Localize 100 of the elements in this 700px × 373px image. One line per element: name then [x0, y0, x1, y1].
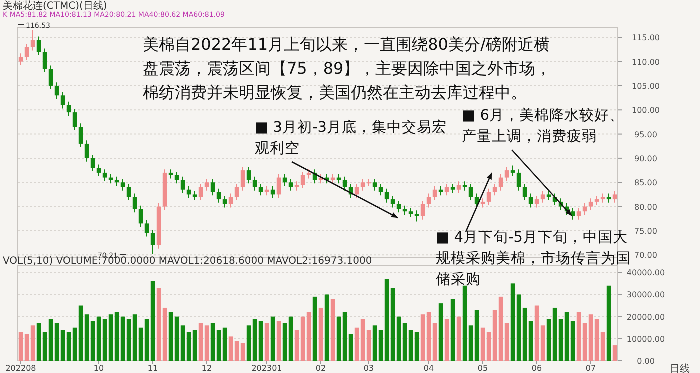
bar — [132, 314, 138, 361]
chart-title: 美棉花连(CTMC)(日线) — [3, 0, 108, 12]
bar — [42, 332, 48, 361]
bar — [336, 316, 342, 361]
bar — [288, 316, 294, 361]
annotation: ■ 3月初-3月底，集中交易宏观利空 — [255, 118, 448, 159]
bar — [84, 314, 90, 361]
bar — [348, 334, 354, 361]
bar — [18, 332, 24, 361]
y-tick-label: 95.00 — [634, 130, 658, 140]
bar — [72, 328, 78, 361]
bar — [312, 296, 318, 361]
annotation: ■ 6月，美棉降水较好、产量上调，消费疲弱 — [462, 108, 625, 145]
bar — [516, 294, 522, 361]
x-tick-label: 02 — [316, 364, 326, 373]
bar — [420, 314, 426, 361]
bar — [162, 308, 168, 361]
y-tick-label: 40000.00 — [626, 268, 666, 278]
bar — [594, 319, 600, 361]
bar — [558, 319, 564, 361]
x-tick-label: 11 — [148, 364, 158, 373]
bar — [252, 319, 258, 361]
y-tick-label: 0.00 — [637, 357, 655, 366]
bar — [264, 323, 270, 361]
bar — [576, 312, 582, 361]
bar — [36, 323, 42, 361]
bar — [330, 299, 336, 361]
bar — [426, 312, 432, 361]
bar — [492, 310, 498, 361]
bar — [612, 346, 618, 361]
y-tick-label: 30000.00 — [626, 290, 666, 300]
bar — [300, 316, 306, 361]
bar — [480, 328, 486, 361]
bar — [216, 330, 222, 361]
bar — [504, 323, 510, 361]
bar — [564, 312, 570, 361]
bar — [150, 281, 156, 361]
y-tick-label: 70.00 — [634, 251, 658, 260]
bar — [528, 321, 534, 361]
bar — [456, 316, 462, 361]
bar — [156, 288, 162, 361]
y-tick-label: 20000.00 — [626, 312, 666, 322]
bar — [384, 279, 390, 361]
bar — [60, 330, 66, 361]
bar — [90, 321, 96, 361]
y-tick-label: 75.00 — [634, 226, 658, 236]
bar — [54, 323, 60, 361]
bar — [126, 319, 132, 361]
x-tick-label: 04 — [424, 364, 434, 373]
bar — [450, 299, 456, 361]
x-axis-title: 日线 — [670, 363, 690, 373]
bar — [534, 306, 540, 361]
bar — [396, 316, 402, 361]
bar — [342, 312, 348, 361]
bar — [180, 326, 186, 361]
bar — [270, 316, 276, 361]
bar — [498, 296, 504, 361]
bar — [168, 312, 174, 361]
bar — [192, 330, 198, 361]
bar — [444, 319, 450, 361]
x-tick-label: 202301 — [252, 364, 282, 373]
bar — [78, 306, 84, 361]
x-tick-label: 202208 — [6, 364, 36, 373]
bar — [438, 304, 444, 361]
x-tick-label: 12 — [202, 364, 212, 373]
bar — [108, 314, 114, 361]
bar — [570, 321, 576, 361]
y-tick-label: 80.00 — [634, 202, 658, 212]
y-tick-label: 105.00 — [632, 82, 660, 91]
bar — [48, 319, 54, 361]
y-tick-label: 110.00 — [632, 58, 660, 67]
x-tick-label: 05 — [478, 364, 488, 373]
bar — [318, 308, 324, 361]
bar — [468, 326, 474, 361]
bar — [390, 288, 396, 361]
bar — [552, 308, 558, 361]
bar — [372, 326, 378, 361]
bar — [306, 312, 312, 361]
bar — [600, 332, 606, 361]
bar — [588, 314, 594, 361]
bar — [474, 310, 480, 361]
bar — [276, 321, 282, 361]
bar — [240, 343, 246, 361]
bar — [546, 319, 552, 361]
bar — [210, 323, 216, 361]
bar — [354, 328, 360, 361]
bar — [408, 330, 414, 361]
bar — [234, 341, 240, 361]
bar — [102, 319, 108, 361]
bar — [360, 319, 366, 361]
y-tick-label: 100.00 — [632, 106, 660, 116]
annotation: 美棉自2022年11月上旬以来，一直围绕80美分/磅附近横盘震荡，震荡区间【75，89】，主要因除中国之外市场，棉纺消费并未明显恢复，美国仍然在主动去库过程中。 — [143, 34, 553, 104]
bar — [66, 332, 72, 361]
y-tick-label: 90.00 — [634, 154, 658, 164]
bar — [540, 326, 546, 361]
bar — [258, 321, 264, 361]
bar — [486, 332, 492, 361]
bar — [24, 334, 30, 361]
x-tick-label: 10 — [94, 364, 104, 373]
bar — [204, 326, 210, 361]
